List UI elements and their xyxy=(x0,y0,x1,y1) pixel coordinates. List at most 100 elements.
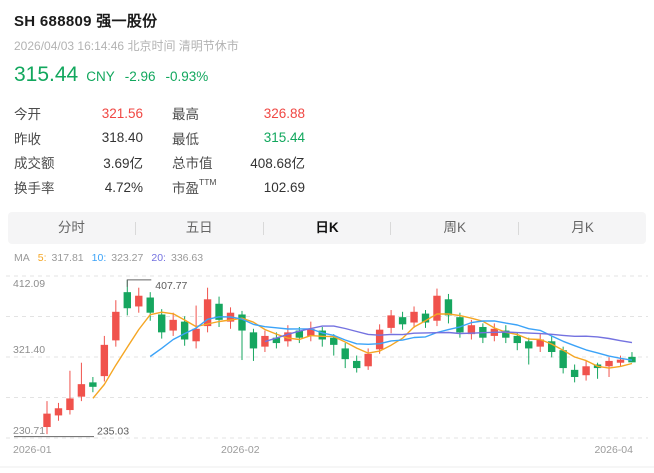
candle-body xyxy=(43,414,51,428)
tab-weekly-k[interactable]: 周K xyxy=(443,220,467,236)
ma10-line xyxy=(149,316,633,362)
candle-body xyxy=(146,297,154,314)
candle-body xyxy=(158,314,166,333)
candle-body xyxy=(398,317,407,325)
candle-body xyxy=(525,341,533,349)
candle-body xyxy=(570,370,579,378)
candle-body xyxy=(513,336,521,344)
candle-body xyxy=(272,338,281,344)
y-axis-label-max: 412.09 xyxy=(13,278,45,290)
candle-body xyxy=(238,314,246,331)
price-change: -2.96 xyxy=(124,69,156,84)
candle-body xyxy=(180,322,189,340)
candle-body xyxy=(123,292,131,309)
y-axis-label-min: 230.71 xyxy=(13,425,45,437)
ma5-line xyxy=(92,311,633,400)
candle-body xyxy=(444,299,453,316)
candle-body xyxy=(100,345,109,377)
stat-value: 321.56 xyxy=(101,105,143,121)
candle-body xyxy=(616,360,625,364)
candle-body xyxy=(433,296,441,322)
stat-value: 318.40 xyxy=(101,130,143,146)
candle-body xyxy=(249,332,258,349)
stat-label: 总市值 xyxy=(172,156,213,172)
stats-row-2: 成交额 3.69亿 总市值 408.68亿 xyxy=(14,150,654,175)
ma20-period: 20: xyxy=(151,252,166,265)
ma5-period: 5: xyxy=(37,252,47,265)
candle-body xyxy=(307,329,315,337)
quote-timestamp: 2026/04/03 16:14:46 北京时间 清明节休市 xyxy=(14,39,239,53)
stat-value: 4.72% xyxy=(104,179,143,195)
stats-row-1: 昨收 318.40 最低 315.44 xyxy=(14,126,654,151)
candle-body xyxy=(295,330,304,339)
ma20-line xyxy=(264,325,633,344)
ma10-period: 10: xyxy=(91,252,107,265)
candle-body xyxy=(215,304,223,321)
candle-body xyxy=(387,315,395,329)
candle-body xyxy=(135,296,143,307)
candle-body xyxy=(192,329,200,342)
stat-label: 市盈 TTM xyxy=(172,177,217,197)
candle-body xyxy=(502,330,510,339)
tab-monthly-k[interactable]: 月K xyxy=(571,220,594,236)
candle-body xyxy=(284,332,292,342)
ma-prefix: MA xyxy=(14,252,30,265)
quote-header: SH 688809 强一股份 2026/04/03 16:14:46 北京时间 … xyxy=(0,0,654,87)
candle-body xyxy=(54,408,63,416)
ttm-superscript: TTM xyxy=(199,177,217,188)
candle-body xyxy=(77,384,86,398)
ma-value: 336.63 xyxy=(170,252,204,265)
candle-body xyxy=(364,354,372,367)
candle-body xyxy=(467,325,476,335)
price-change-pct: -0.93% xyxy=(165,69,209,84)
stock-title: SH 688809 强一股份 xyxy=(14,13,158,30)
candlestick-chart[interactable]: 412.09 321.40 230.71 235.03 407.77 2026-01 202… xyxy=(0,264,654,473)
candle-body xyxy=(330,338,338,346)
candle-body xyxy=(547,341,556,353)
candle-body xyxy=(66,398,74,411)
low-annotation-label: 235.03 xyxy=(97,426,129,438)
tab-daily-k[interactable]: 日K xyxy=(315,220,339,236)
x-axis-label: 2026-01 xyxy=(13,444,52,456)
tab-divider xyxy=(134,221,136,235)
price-row: 315.44 CNY -2.96 -0.93% xyxy=(14,63,640,87)
candle-body xyxy=(582,366,590,376)
currency-label: CNY xyxy=(86,69,115,84)
stat-label: 昨收 xyxy=(14,131,41,147)
stat-label: 成交额 xyxy=(14,156,55,172)
stat-label: 最低 xyxy=(172,131,199,147)
candle-body xyxy=(559,350,567,369)
candle-body xyxy=(112,312,120,341)
candle-body xyxy=(318,330,326,340)
stats-row-3: 换手率 4.72% 市盈 TTM 102.69 xyxy=(14,175,654,200)
stat-value: 408.68亿 xyxy=(250,156,305,172)
stat-label: 换手率 xyxy=(14,181,55,197)
candle-body xyxy=(352,361,361,369)
high-annotation-line xyxy=(126,279,152,288)
candle-body xyxy=(410,312,418,323)
x-axis-label: 2026-04 xyxy=(594,444,633,456)
stat-value: 326.88 xyxy=(263,105,305,121)
x-axis-label: 2026-02 xyxy=(221,444,260,456)
current-price: 315.44 xyxy=(14,63,79,86)
tab-divider xyxy=(262,221,264,235)
stat-value: 102.69 xyxy=(263,179,305,195)
candle-body xyxy=(341,348,349,360)
candle-body xyxy=(203,299,212,327)
chart-period-tabs: 分时 五日 日K 周K 月K xyxy=(8,212,646,245)
stat-value: 315.44 xyxy=(263,130,305,146)
candle-body xyxy=(536,339,544,348)
quote-stats-table: 今开 321.56 最高 326.88 昨收 318.40 最低 315.44 成交额 3.69亿… xyxy=(0,101,654,199)
tab-five-day[interactable]: 五日 xyxy=(185,220,213,236)
stats-row-0: 今开 321.56 最高 326.88 xyxy=(14,101,654,126)
ma-value: 317.81 xyxy=(51,252,84,265)
tab-minute[interactable]: 分时 xyxy=(57,220,85,236)
tab-divider xyxy=(518,221,520,235)
candle-body xyxy=(89,382,97,388)
candle-body xyxy=(375,330,384,350)
high-annotation-label: 407.77 xyxy=(155,280,187,292)
candle-body xyxy=(456,317,464,333)
ma-value: 323.27 xyxy=(111,252,144,265)
tab-divider xyxy=(390,221,392,235)
candle-body xyxy=(169,320,177,331)
